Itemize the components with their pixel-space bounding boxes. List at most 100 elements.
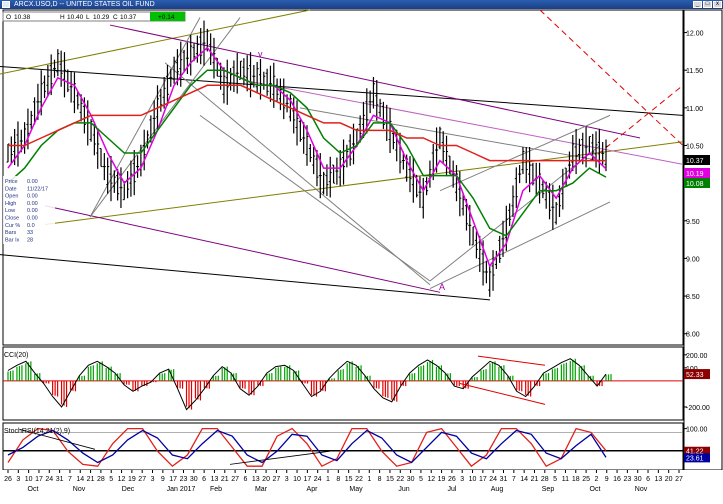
- info-panel-value: 0.00: [27, 194, 38, 200]
- stochrsi-trend-line: [229, 450, 331, 465]
- chart-window-icon: [2, 1, 10, 8]
- month-label: Nov: [73, 486, 86, 493]
- cci-line: [7, 358, 607, 411]
- quote-low: 10.29: [93, 14, 110, 21]
- close-button[interactable]: x: [713, 1, 722, 8]
- date-tick-label: 21: [87, 476, 95, 483]
- info-panel-value: 0.00: [27, 216, 38, 222]
- date-axis: [0, 470, 723, 504]
- date-tick-label: 20: [262, 476, 270, 483]
- cci-panel: [2, 346, 684, 421]
- date-tick-label: 17: [479, 476, 487, 483]
- month-label: Feb: [210, 486, 222, 493]
- price-tag-label: 10.08: [686, 181, 704, 188]
- stochrsi-trend-line-2: [19, 429, 96, 450]
- date-tick-label: 7: [68, 476, 72, 483]
- date-tick-label: 12: [118, 476, 126, 483]
- month-label: Sep: [542, 486, 555, 493]
- price-tag: [684, 168, 710, 178]
- date-tick-label: 1: [326, 476, 330, 483]
- price-ytick-label: 11.00: [686, 106, 703, 113]
- info-panel-value: 0.00: [27, 179, 38, 185]
- info-panel-label: Cur %: [5, 223, 20, 229]
- price-tag: [684, 155, 710, 165]
- quote-open: 10.38: [14, 14, 31, 21]
- month-label: Jan 2017: [167, 486, 196, 493]
- date-tick-label: 27: [138, 476, 146, 483]
- date-tick-label: 19: [438, 476, 446, 483]
- date-tick-label: 6: [243, 476, 247, 483]
- top-wave-marker: v: [258, 49, 263, 59]
- info-panel-label: Bars: [5, 230, 17, 236]
- red-ma-line: [8, 84, 606, 162]
- date-tick-label: 14: [76, 476, 84, 483]
- price-tag-label: 10.37: [686, 158, 704, 165]
- date-tick-label: 16: [613, 476, 621, 483]
- date-tick-label: 5: [553, 476, 557, 483]
- date-tick-label: 26: [4, 476, 12, 483]
- date-tick-label: 30: [407, 476, 415, 483]
- quote-high: 10.40: [67, 14, 84, 21]
- date-tick-label: 21: [531, 476, 539, 483]
- bottom-wave-marker: A: [439, 282, 445, 292]
- info-panel-value: 33: [27, 230, 33, 236]
- cci-value-tag: [684, 369, 710, 380]
- info-panel-value: 0.00: [27, 208, 38, 214]
- gray-support-line: [429, 145, 601, 282]
- price-ytick-label: 8.00: [686, 332, 700, 339]
- info-panel-label: Bar Ix: [5, 237, 20, 243]
- month-label: Aug: [491, 486, 504, 493]
- info-panel-label: Date: [5, 186, 17, 192]
- date-tick-label: 28: [541, 476, 549, 483]
- gray-lower-line: [429, 201, 611, 289]
- date-tick-label: 28: [97, 476, 105, 483]
- purple-upper-line: [109, 24, 641, 139]
- info-panel-value: 28: [27, 237, 33, 243]
- date-tick-label: 9: [605, 476, 609, 483]
- info-panel-value: 11/22/17: [27, 186, 48, 192]
- date-tick-label: 14: [520, 476, 528, 483]
- month-label: Oct: [590, 486, 601, 493]
- month-label: Apr: [307, 486, 319, 493]
- date-tick-label: 31: [500, 476, 508, 483]
- date-tick-label: 24: [489, 476, 497, 483]
- date-tick-label: 3: [460, 476, 464, 483]
- date-tick-label: 22: [396, 476, 404, 483]
- green-ma-line: [7, 69, 607, 237]
- info-panel-label: High: [5, 201, 16, 207]
- date-tick-label: 13: [211, 476, 219, 483]
- channel-top-line: [0, 65, 684, 116]
- date-tick-label: 2: [594, 476, 598, 483]
- gray-fan-line-4: [199, 114, 431, 282]
- minimize-button[interactable]: _: [693, 1, 702, 8]
- quote-close-label: C: [113, 14, 118, 21]
- price-tag-label: 10.19: [686, 171, 704, 178]
- quote-high-label: H: [60, 14, 65, 21]
- date-tick-label: 24: [314, 476, 322, 483]
- date-tick-label: 8: [336, 476, 340, 483]
- info-panel-value: 0.0: [27, 223, 35, 229]
- price-ytick-label: 12.00: [686, 31, 704, 38]
- date-tick-label: 30: [190, 476, 198, 483]
- date-tick-label: 24: [45, 476, 53, 483]
- month-label: Jul: [448, 486, 457, 493]
- stochrsi-line: [7, 427, 607, 468]
- date-tick-label: 10: [293, 476, 301, 483]
- date-tick-label: 17: [35, 476, 43, 483]
- price-ytick-label: 8.50: [686, 294, 700, 301]
- price-axis: [683, 9, 723, 471]
- date-tick-label: 9: [161, 476, 165, 483]
- cci-ytick-label: 200.00: [686, 353, 708, 360]
- date-tick-label: 17: [169, 476, 177, 483]
- date-tick-label: 18: [572, 476, 580, 483]
- date-tick-label: 21: [221, 476, 229, 483]
- purple-lower-line: [44, 205, 441, 293]
- date-tick-label: 5: [109, 476, 113, 483]
- gray-fan-line-2: [89, 17, 241, 218]
- stochrsi-signal-line: [7, 429, 607, 464]
- gray-fan-line-3: [89, 17, 201, 218]
- date-tick-label: 15: [345, 476, 353, 483]
- date-tick-label: 3: [285, 476, 289, 483]
- maximize-button[interactable]: □: [703, 1, 712, 8]
